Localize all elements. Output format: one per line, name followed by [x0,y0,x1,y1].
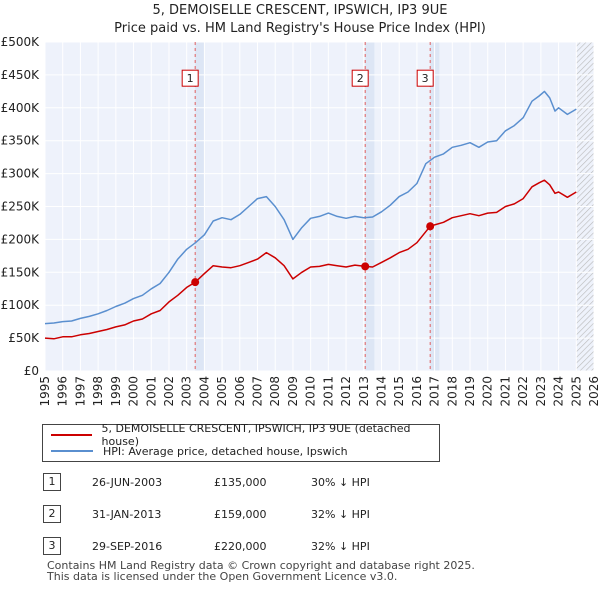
y-tick-label: £100K [1,298,41,312]
x-tick-label: 2006 [233,376,247,407]
sale-marker-label: 2 [357,72,364,85]
legend-swatch-property [51,434,92,436]
legend-swatch-hpi [51,450,93,452]
x-tick-label: 2005 [215,376,229,407]
sale-point [191,278,200,287]
sale-marker-label: 3 [422,72,429,85]
legend-item-hpi: HPI: Average price, detached house, Ipsw… [51,443,348,459]
x-tick-label: 2020 [481,376,495,407]
x-tick-label: 2002 [162,376,176,407]
x-tick-label: 2024 [552,376,566,407]
footer: Contains HM Land Registry data © Crown c… [47,560,475,582]
y-tick-label: £300K [1,167,41,181]
x-tick-label: 2023 [534,376,548,407]
transaction-hpi-diff: 32% ↓ HPI [311,539,370,553]
chart-title: 5, DEMOISELLE CRESCENT, IPSWICH, IP3 9UE [152,3,448,18]
sale-marker-box [181,69,199,87]
legend-item-property: 5, DEMOISELLE CRESCENT, IPSWICH, IP3 9UE… [51,422,439,448]
y-tick-label: £350K [1,134,41,148]
y-tick-label: £50K [8,331,40,345]
transaction-price: £135,000 [214,475,267,489]
y-tick-label: £450K [1,68,41,82]
y-tick-label: £400K [1,101,41,115]
x-tick-label: 1999 [109,376,123,407]
x-tick-label: 2014 [374,376,388,407]
legend-label-property: 5, DEMOISELLE CRESCENT, IPSWICH, IP3 9UE… [101,422,411,448]
transaction-price: £159,000 [214,507,267,521]
y-tick-label: £200K [1,232,41,246]
sale-marker-box [351,69,369,87]
x-tick-label: 2004 [197,376,211,407]
x-tick-label: 2010 [304,376,318,407]
price-chart: £0 £50K £100K £150K £200K £250K £300K £350K £400… [1,35,600,407]
x-tick-label: 2008 [268,376,282,407]
transaction-date: 31-JAN-2013 [92,507,162,521]
transaction-marker-3: 3 [43,537,61,555]
x-tick-label: 2026 [587,376,600,407]
transaction-date: 29-SEP-2016 [92,539,163,553]
hpi-line [44,90,577,325]
footer-copyright: Contains HM Land Registry data © Crown c… [47,559,475,572]
y-tick-label: £500K [1,35,41,49]
property-price-line [44,179,577,340]
x-tick-label: 2025 [569,376,583,407]
legend-label-hpi: HPI: Average price, detached house, Ipsw… [103,444,348,458]
sale-marker-box [416,69,434,87]
sale-point [361,262,370,271]
x-tick-label: 2019 [463,376,477,407]
x-tick-label: 2000 [127,376,141,407]
x-tick-label: 2001 [144,376,158,407]
y-tick-label: £150K [1,265,41,279]
sale-point [426,222,435,231]
x-tick-label: 2009 [286,376,300,407]
x-tick-label: 2003 [180,376,194,407]
x-tick-label: 2015 [392,376,406,407]
footer-licence: This data is licensed under the Open Gov… [47,570,398,583]
x-tick-label: 1998 [91,376,105,407]
transaction-marker-1: 1 [43,473,61,491]
x-tick-label: 2017 [428,376,442,407]
x-tick-label: 2011 [321,376,335,407]
transaction-hpi-diff: 32% ↓ HPI [311,507,370,521]
transaction-date: 26-JUN-2003 [92,475,163,489]
transaction-marker-2: 2 [43,505,61,523]
x-tick-label: 1996 [56,376,70,407]
x-tick-label: 1995 [38,376,52,407]
x-tick-label: 2022 [516,376,530,407]
x-tick-label: 2012 [339,376,353,407]
x-tick-label: 2016 [410,376,424,407]
sale-marker-label: 1 [187,72,194,85]
transaction-price: £220,000 [214,539,267,553]
x-tick-label: 2007 [251,376,265,407]
y-tick-label: £250K [1,200,41,214]
x-tick-label: 2018 [445,376,459,407]
transaction-hpi-diff: 30% ↓ HPI [311,475,370,489]
legend: 5, DEMOISELLE CRESCENT, IPSWICH, IP3 9UE… [42,422,440,462]
x-tick-label: 2021 [498,376,512,407]
x-tick-label: 2013 [357,376,371,407]
chart-subtitle: Price paid vs. HM Land Registry's House … [114,21,486,36]
y-tick-label: £0 [24,364,39,378]
x-tick-label: 1997 [73,376,87,407]
